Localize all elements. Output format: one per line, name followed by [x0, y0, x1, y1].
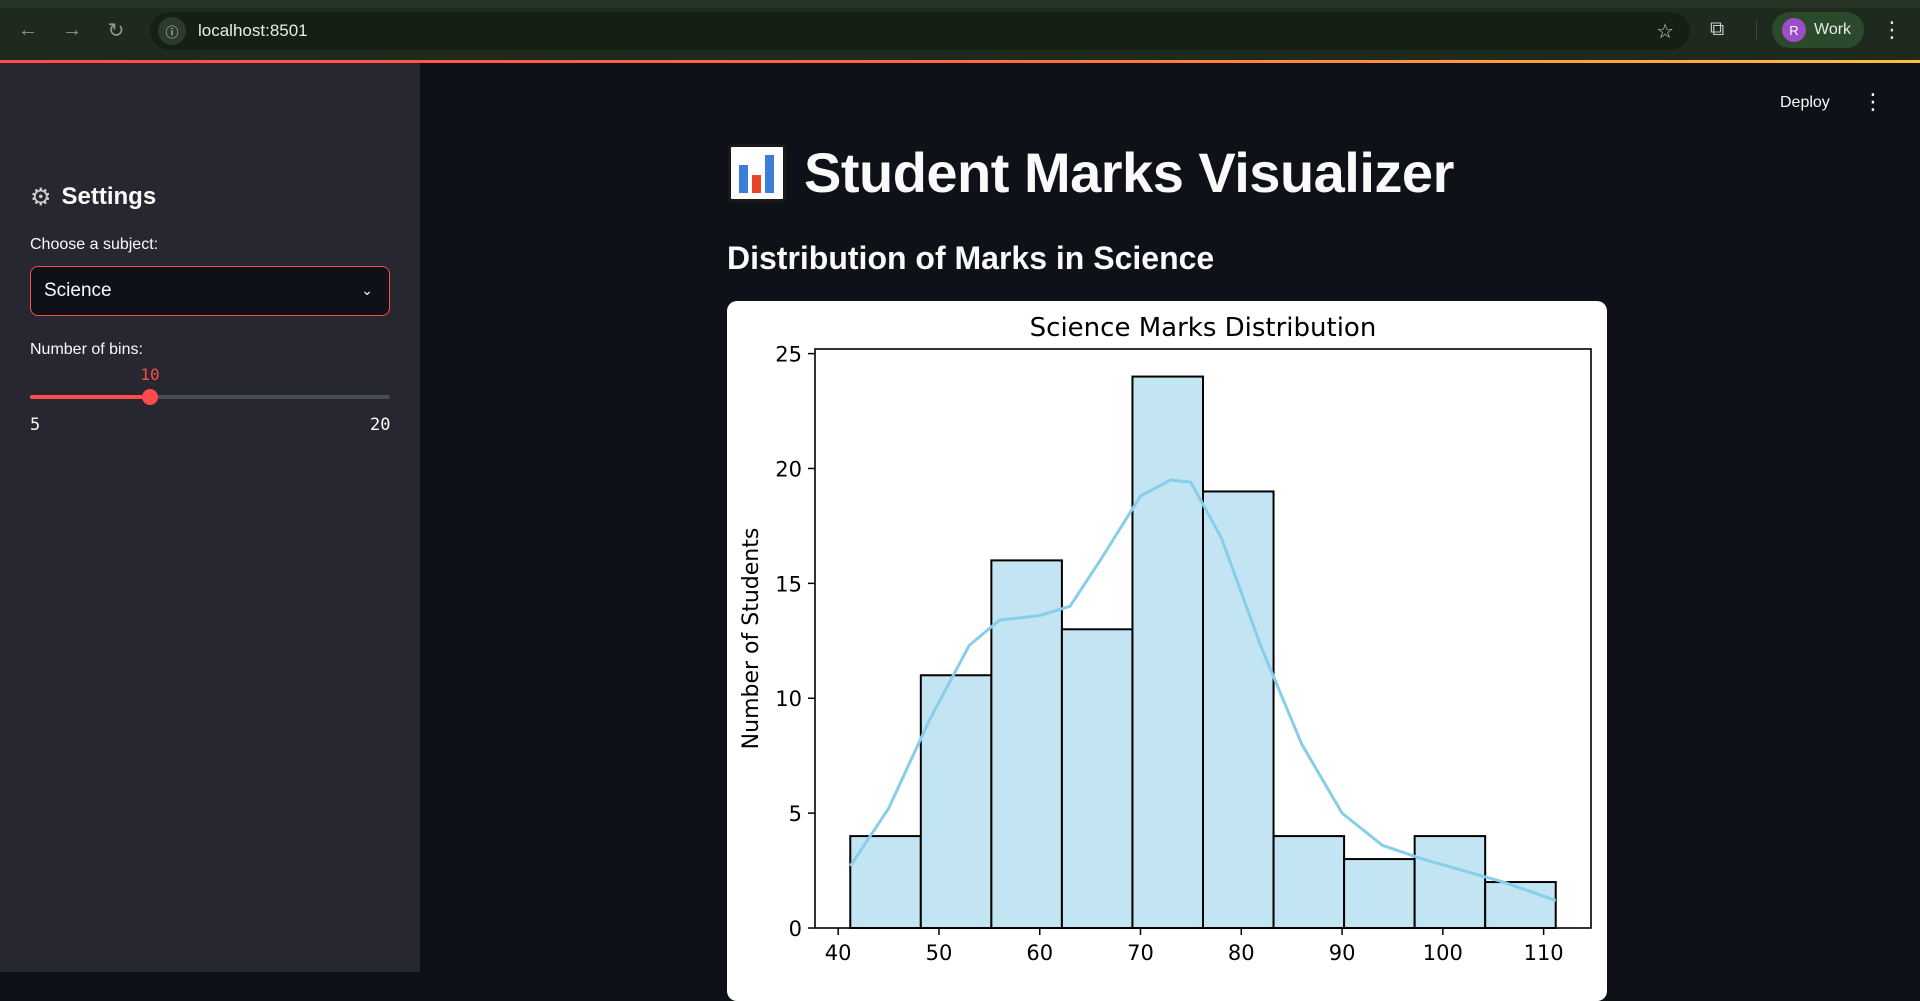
histogram-bar	[990, 559, 1063, 929]
bookmark-star-icon[interactable]: ☆	[1656, 19, 1674, 43]
extensions-icon[interactable]: ⧉	[1710, 16, 1725, 40]
y-tick-label: 20	[775, 457, 802, 481]
sidebar: ⚙ Settings Choose a subject: Science ⌄ N…	[0, 63, 420, 972]
x-tick-label: 90	[1329, 941, 1356, 965]
histogram-bar	[1131, 375, 1205, 930]
deploy-button[interactable]: Deploy	[1780, 94, 1830, 111]
y-tick-label: 15	[775, 572, 802, 596]
x-tick-label: 110	[1524, 941, 1564, 965]
tab-strip	[0, 0, 1920, 8]
kde-curve	[849, 478, 1557, 902]
page-title: Student Marks Visualizer	[804, 141, 1454, 204]
x-tick-label: 60	[1026, 941, 1053, 965]
subject-select[interactable]: Science ⌄	[30, 266, 390, 316]
histogram-bar	[1272, 835, 1346, 929]
plot-frame	[814, 348, 1592, 929]
sidebar-header: ⚙ Settings	[30, 183, 156, 211]
histogram-bar	[1060, 628, 1134, 929]
subject-label: Choose a subject:	[30, 236, 159, 253]
y-tick-label: 5	[789, 802, 802, 826]
profile-button[interactable]: R Work	[1772, 12, 1864, 48]
forward-icon[interactable]: →	[62, 18, 82, 41]
histogram-bar	[1343, 858, 1416, 929]
subject-select-value[interactable]: Science	[44, 280, 112, 301]
bins-slider-fill	[30, 395, 150, 399]
main-menu-icon[interactable]: ⋮	[1862, 90, 1884, 115]
bins-slider-max: 20	[370, 415, 391, 435]
x-tick-label: 70	[1127, 941, 1154, 965]
y-tick-label: 25	[775, 343, 802, 367]
sidebar-title: Settings	[61, 183, 157, 210]
gear-icon: ⚙	[30, 183, 52, 211]
profile-label: Work	[1814, 21, 1852, 38]
bins-slider[interactable]	[30, 389, 390, 405]
reload-icon[interactable]: ↻	[107, 19, 125, 42]
chart-card: Science Marks Distribution 40 50 60 70 80 90 10…	[727, 301, 1607, 1001]
y-tick-label: 10	[775, 687, 802, 711]
browser-menu-icon[interactable]: ⋮	[1881, 17, 1903, 43]
histogram-bar	[919, 674, 993, 929]
bar-chart-emoji-icon	[728, 143, 786, 202]
bins-slider-thumb[interactable]	[142, 389, 158, 405]
page-title-row: Student Marks Visualizer	[728, 140, 1454, 205]
toolbar-divider	[1756, 20, 1757, 40]
bins-slider-min: 5	[30, 415, 41, 435]
histogram-bar	[1484, 881, 1557, 929]
bins-slider-value: 10	[140, 365, 160, 384]
x-tick-label: 50	[926, 941, 953, 965]
avatar: R	[1782, 18, 1806, 42]
histogram-bar	[1413, 835, 1487, 929]
site-info-icon[interactable]: ⓘ	[158, 17, 186, 45]
address-bar[interactable]: ⓘ localhost:8501 ☆	[150, 12, 1690, 50]
y-tick-label: 0	[789, 917, 802, 941]
chevron-down-icon[interactable]: ⌄	[361, 283, 373, 299]
y-axis-label: Number of Students	[739, 528, 764, 750]
app-decoration-bar	[0, 60, 1920, 63]
chart-subheader: Distribution of Marks in Science	[727, 240, 1215, 276]
x-tick-label: 40	[825, 941, 852, 965]
histogram-bar	[1202, 490, 1275, 929]
x-tick-label: 100	[1423, 941, 1463, 965]
chart-title: Science Marks Distribution	[1030, 313, 1377, 343]
url-text[interactable]: localhost:8501	[198, 21, 308, 40]
back-icon[interactable]: ←	[18, 18, 38, 41]
x-tick-label: 80	[1228, 941, 1255, 965]
browser-toolbar: ← → ↻ ⓘ localhost:8501 ☆ ⧉ R Work ⋮	[0, 0, 1920, 60]
bins-label: Number of bins:	[30, 341, 143, 358]
